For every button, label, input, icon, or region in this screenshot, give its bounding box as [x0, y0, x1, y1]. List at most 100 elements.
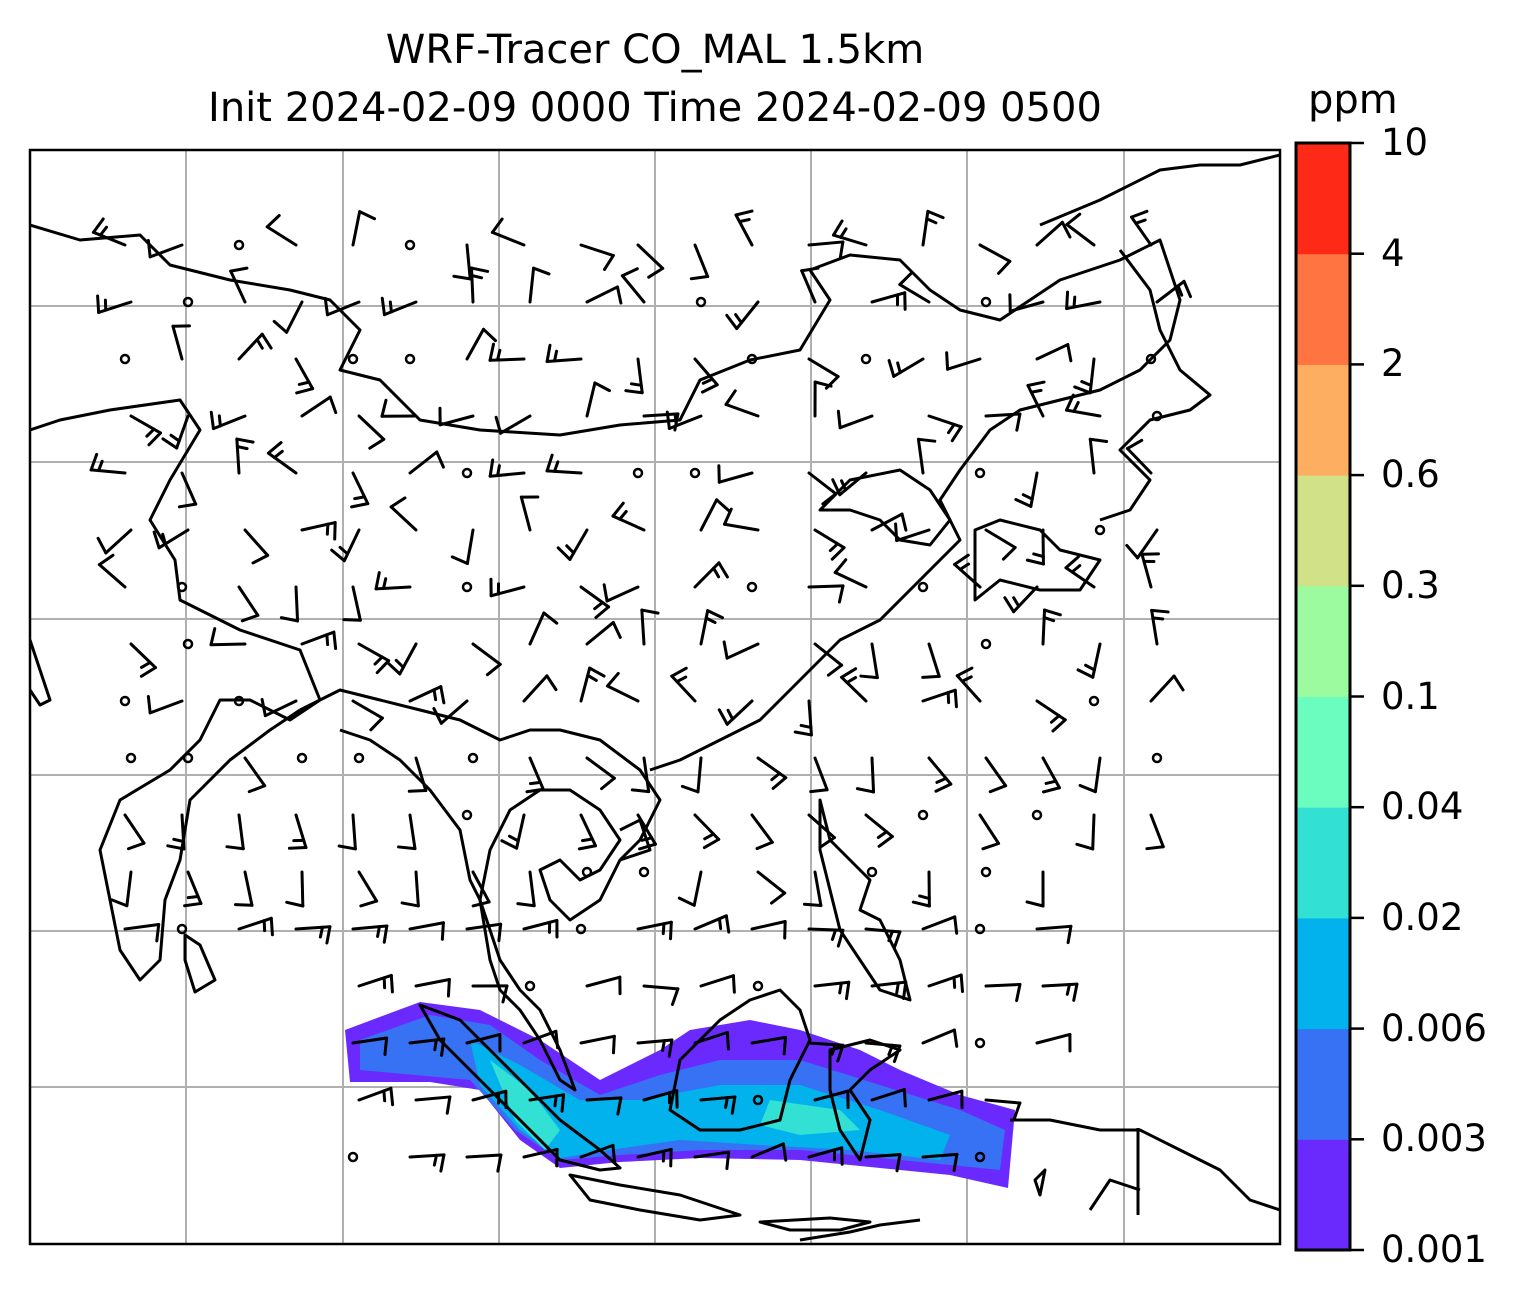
wind-barb — [91, 217, 127, 247]
wind-barb — [357, 642, 391, 675]
calm-circle — [575, 923, 587, 935]
wind-barb-flag — [630, 788, 651, 794]
wind-barb-flag — [1012, 1101, 1022, 1121]
wind-barb-staff — [870, 512, 904, 532]
calm-circle — [1151, 410, 1163, 422]
wind-barb-flag — [1003, 596, 1016, 614]
wind-barb-staff — [585, 381, 597, 418]
calm-circle — [638, 866, 650, 878]
wind-barb-flag — [916, 437, 937, 443]
wind-barb-staff — [351, 585, 362, 622]
wind-barb — [545, 343, 583, 363]
wind-barb-half-flag — [712, 566, 721, 579]
wind-barb — [813, 642, 844, 677]
wind-barb — [699, 609, 725, 646]
calm-circle — [860, 353, 872, 365]
wind-barb — [807, 1041, 845, 1063]
wind-barb-flag — [722, 507, 733, 526]
wind-barb — [1149, 674, 1185, 703]
wind-barb-staff — [211, 414, 247, 431]
wind-barb — [110, 870, 133, 908]
wind-barb — [693, 914, 731, 934]
wind-barb-flag — [894, 522, 899, 543]
wind-barb-staff — [351, 924, 389, 931]
colorbar-tick-label: 0.3 — [1381, 563, 1440, 607]
wind-barb — [1035, 343, 1073, 363]
wind-barb-staff — [465, 1032, 502, 1045]
wind-barb-half-flag — [382, 577, 388, 590]
wind-barb-half-flag — [496, 464, 501, 478]
wind-barb-flag — [725, 1031, 730, 1051]
wind-barb-flag — [689, 275, 710, 281]
wind-barb — [1026, 380, 1046, 418]
wind-barb-flag — [624, 389, 644, 395]
wind-barb-half-flag — [388, 300, 393, 314]
wind-barb — [350, 471, 370, 509]
wind-barb-flag — [432, 707, 443, 725]
wind-barb — [579, 243, 615, 271]
wind-barb-half-flag — [1070, 564, 1082, 574]
wind-barb — [945, 351, 982, 371]
wind-barb-flag — [496, 1153, 503, 1173]
wind-barb-flag — [342, 618, 362, 622]
wind-barb-staff — [263, 699, 298, 718]
calm-circle — [182, 638, 194, 650]
wind-barb-staff — [488, 471, 526, 478]
wind-barb-staff — [1035, 1032, 1072, 1045]
wind-barb — [528, 1093, 566, 1113]
wind-barb-flag — [722, 640, 729, 660]
wind-barb-flag — [1145, 845, 1165, 851]
wind-barb — [408, 921, 445, 941]
colorbar-tick-label: 0.02 — [1381, 895, 1464, 939]
wind-barb-staff — [351, 210, 362, 247]
wind-barb-staff — [620, 274, 646, 304]
wind-barb-flag — [600, 776, 616, 791]
coastline-lesser-sunda — [758, 1216, 872, 1232]
wind-barb-flag — [959, 973, 964, 993]
wind-barb — [870, 980, 908, 1000]
calm-circle — [404, 239, 416, 251]
wind-barb-flag — [500, 839, 519, 850]
wind-barb-flag — [892, 1044, 902, 1064]
wind-barb — [693, 1031, 730, 1051]
wind-barb-staff — [1125, 447, 1153, 475]
wind-barb — [1088, 437, 1109, 475]
calm-circle — [974, 467, 986, 479]
wind-barb-flag — [445, 1095, 452, 1115]
wind-barb-flag — [183, 901, 203, 908]
wind-barb-flag — [620, 267, 639, 278]
wind-barb-half-flag — [1012, 596, 1021, 608]
wind-barb — [351, 1036, 389, 1056]
wind-barb-staff — [946, 357, 982, 371]
wind-barb-half-flag — [704, 616, 717, 625]
coastline-timor — [799, 1218, 921, 1242]
wind-barb-flag — [1014, 498, 1033, 508]
wind-barb-staff — [870, 291, 907, 304]
wind-barb-half-flag — [675, 675, 688, 684]
wind-barb-staff — [1064, 566, 1096, 589]
wind-barb-staff — [636, 1147, 673, 1159]
wind-barb-staff — [838, 414, 874, 430]
wind-barb — [357, 870, 379, 908]
wind-barb-flag — [323, 296, 329, 317]
wind-barb-staff — [1041, 756, 1061, 790]
wind-barb-staff — [414, 756, 428, 793]
wind-barb-staff — [725, 642, 760, 660]
wind-barb-flag — [235, 437, 255, 444]
wind-barb-half-flag — [565, 544, 576, 555]
wind-barb — [351, 699, 384, 732]
wind-barb-half-flag — [935, 776, 948, 784]
wind-barb — [400, 870, 420, 908]
wind-barb — [1041, 982, 1079, 1002]
wind-barb-staff — [807, 699, 813, 737]
wind-barb-flag — [831, 478, 842, 497]
wind-barb — [522, 674, 558, 703]
wind-barb-flag — [1066, 924, 1073, 945]
wind-barb-staff — [585, 975, 622, 988]
wind-barb-staff — [892, 357, 925, 378]
wind-barb-flag — [809, 788, 829, 794]
wind-barb-staff — [125, 870, 133, 908]
wind-barb-staff — [838, 471, 868, 497]
calm-circle — [467, 752, 479, 764]
wind-barb-half-flag — [1084, 663, 1096, 672]
